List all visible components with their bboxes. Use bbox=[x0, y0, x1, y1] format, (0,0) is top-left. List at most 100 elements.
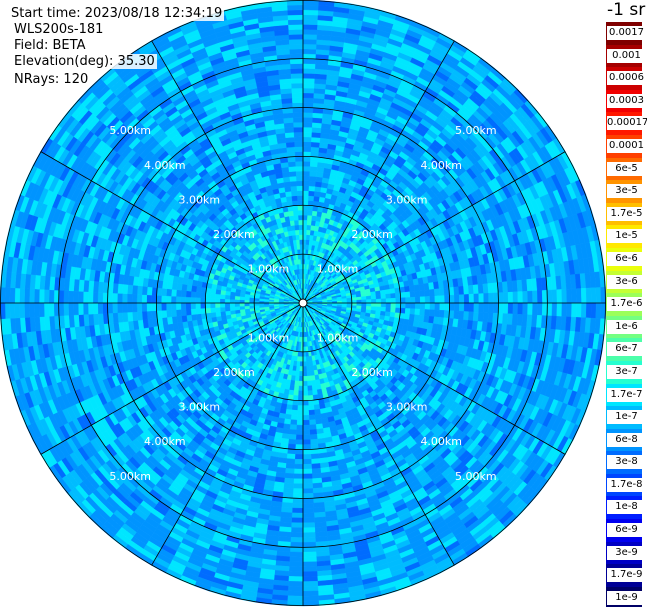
range-gate-cell bbox=[292, 107, 304, 113]
range-gate-cell bbox=[297, 205, 304, 211]
range-gate-cell bbox=[287, 438, 297, 445]
range-gate-cell bbox=[308, 190, 315, 197]
range-gate-cell bbox=[302, 375, 308, 382]
range-gate-cell bbox=[307, 399, 314, 406]
range-gate-cell bbox=[302, 463, 312, 470]
range-gate-cell bbox=[424, 289, 431, 297]
range-gate-cell bbox=[375, 306, 382, 312]
range-gate-cell bbox=[458, 285, 465, 296]
range-gate-cell bbox=[288, 215, 295, 222]
range-gate-cell bbox=[302, 434, 311, 441]
range-gate-cell bbox=[379, 289, 386, 296]
range-gate-cell bbox=[296, 410, 304, 416]
range-gate-cell bbox=[429, 309, 436, 318]
range-gate-cell bbox=[439, 302, 445, 311]
range-gate-cell bbox=[444, 295, 450, 304]
range-gate-cell bbox=[295, 429, 304, 436]
range-gate-cell bbox=[351, 299, 358, 304]
range-gate-cell bbox=[293, 390, 299, 396]
range-gate-cell bbox=[112, 302, 118, 314]
range-gate-cell bbox=[214, 302, 221, 308]
range-gate-cell bbox=[390, 293, 396, 299]
range-gate-cell bbox=[302, 131, 313, 138]
range-gate-cell bbox=[390, 297, 397, 304]
range-gate-cell bbox=[297, 195, 304, 201]
range-gate-cell bbox=[399, 307, 406, 314]
range-gate-cell bbox=[309, 175, 317, 182]
range-gate-cell bbox=[302, 473, 313, 480]
range-gate-cell bbox=[409, 308, 416, 315]
range-gate-cell bbox=[410, 302, 416, 310]
range-gate-cell bbox=[302, 195, 309, 201]
range-gate-cell bbox=[434, 302, 441, 311]
range-gate-cell bbox=[458, 310, 465, 321]
range-gate-cell bbox=[302, 400, 309, 406]
range-gate-cell bbox=[295, 234, 300, 241]
range-gate-cell bbox=[302, 366, 307, 372]
range-gate-cell bbox=[229, 309, 236, 315]
range-gate-cell bbox=[286, 453, 296, 460]
range-gate-cell bbox=[309, 429, 318, 436]
range-gate-cell bbox=[385, 307, 392, 313]
range-gate-cell bbox=[395, 307, 401, 314]
range-gate-cell bbox=[468, 311, 475, 322]
range-gate-cell bbox=[385, 298, 392, 304]
range-gate-cell bbox=[195, 291, 202, 298]
range-gate-cell bbox=[444, 302, 450, 311]
range-gate-cell bbox=[302, 200, 309, 206]
range-gate-cell bbox=[302, 229, 308, 235]
range-gate-cell bbox=[292, 497, 304, 504]
range-gate-cell bbox=[302, 205, 309, 211]
range-gate-cell bbox=[297, 405, 304, 411]
range-gate-cell bbox=[311, 384, 318, 391]
range-gate-cell bbox=[311, 131, 322, 138]
range-gate-cell bbox=[200, 307, 207, 314]
range-gate-cell bbox=[285, 458, 296, 465]
range-gate-cell bbox=[224, 294, 231, 300]
range-gate-cell bbox=[131, 311, 138, 322]
range-gate-cell bbox=[205, 302, 211, 309]
range-gate-cell bbox=[292, 488, 304, 494]
range-gate-cell bbox=[294, 141, 304, 148]
range-gate-cell bbox=[289, 220, 296, 227]
range-gate-cell bbox=[185, 296, 192, 304]
range-gate-cell bbox=[285, 404, 293, 411]
range-gate-cell bbox=[310, 141, 321, 148]
range-gate-cell bbox=[310, 458, 321, 465]
range-gate-cell bbox=[165, 295, 172, 304]
range-gate-cell bbox=[302, 239, 307, 245]
range-gate-cell bbox=[309, 433, 318, 440]
range-gate-cell bbox=[399, 292, 406, 299]
range-gate-cell bbox=[302, 180, 310, 187]
range-gate-cell bbox=[302, 405, 309, 411]
polar-plot: 1.00km1.00km1.00km1.00km2.00km2.00km2.00… bbox=[0, 0, 607, 607]
range-gate-cell bbox=[454, 302, 460, 312]
range-gate-cell bbox=[424, 302, 431, 310]
range-gate-cell bbox=[205, 307, 211, 314]
range-gate-cell bbox=[292, 200, 299, 207]
range-gate-cell bbox=[305, 356, 310, 362]
range-gate-cell bbox=[302, 161, 311, 167]
range-gate-cell bbox=[294, 224, 300, 231]
range-gate-cell bbox=[409, 291, 416, 298]
range-gate-cell bbox=[190, 291, 197, 298]
range-gate-cell bbox=[295, 229, 300, 236]
range-gate-cell bbox=[146, 294, 152, 304]
range-gate-cell bbox=[483, 293, 489, 304]
range-gate-cell bbox=[488, 292, 494, 304]
range-gate-cell bbox=[234, 306, 241, 311]
range-gate-cell bbox=[302, 117, 313, 123]
range-gate-cell bbox=[302, 146, 312, 152]
range-gate-cell bbox=[293, 483, 304, 489]
range-gate-cell bbox=[429, 295, 436, 304]
range-gate-cell bbox=[292, 493, 304, 499]
range-gate-cell bbox=[170, 302, 177, 311]
range-gate-cell bbox=[296, 419, 304, 426]
range-gate-cell bbox=[305, 351, 309, 357]
range-gate-cell bbox=[414, 296, 421, 304]
range-gate-cell bbox=[302, 488, 314, 494]
range-gate-cell bbox=[229, 302, 235, 308]
range-gate-cell bbox=[219, 294, 226, 300]
range-gate-cell bbox=[127, 311, 134, 322]
